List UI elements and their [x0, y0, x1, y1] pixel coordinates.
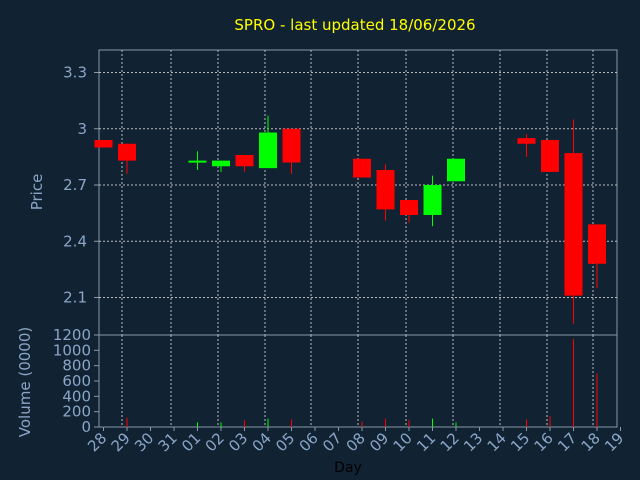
price-tick-label: 2.4 — [63, 232, 87, 250]
candle-body — [564, 153, 583, 296]
x-tick-label: 01 — [178, 429, 204, 455]
candle-body — [259, 132, 277, 169]
candle-body — [94, 140, 113, 148]
volume-tick-label: 400 — [62, 387, 91, 405]
candle-body — [376, 170, 395, 210]
price-panel — [98, 49, 618, 336]
x-tick-label: 17 — [554, 429, 580, 455]
x-tick-label: 12 — [437, 429, 463, 455]
candle-body — [118, 143, 136, 161]
x-tick-label: 09 — [366, 429, 392, 455]
x-tick-label: 16 — [531, 429, 557, 455]
x-tick-label: 31 — [155, 429, 181, 455]
candles — [94, 115, 606, 324]
x-tick-label: 03 — [225, 429, 251, 455]
volume-tick-label: 600 — [62, 372, 91, 390]
x-tick-label: 05 — [272, 429, 298, 455]
volume-tick-label: 0 — [81, 418, 91, 436]
price-axis-label: Price — [28, 174, 46, 211]
x-tick-label: 30 — [131, 429, 157, 455]
price-tick-label: 2.1 — [63, 289, 87, 307]
volume-grid — [121, 335, 594, 427]
candle-body — [400, 200, 418, 215]
x-tick-label: 29 — [108, 429, 134, 455]
x-tick-label: 14 — [484, 429, 510, 455]
candle-body — [212, 160, 230, 167]
candle-body — [423, 185, 442, 215]
x-tick-label: 04 — [249, 429, 275, 455]
x-tick-label: 15 — [507, 429, 533, 455]
chart-title: SPRO - last updated 18/06/2026 — [234, 16, 475, 34]
volume-axis-label: Volume (0000) — [16, 327, 34, 437]
candle-body — [588, 224, 606, 264]
x-tick-label: 11 — [413, 429, 439, 455]
candle-body — [235, 155, 254, 167]
volume-tick-label: 200 — [62, 403, 91, 421]
x-axis-label: Day — [334, 460, 362, 476]
volume-tick-label: 1000 — [53, 341, 91, 359]
x-tick-label: 06 — [296, 429, 322, 455]
price-tick-label: 3 — [77, 120, 87, 138]
x-tick-label: 19 — [601, 429, 627, 455]
x-tick-label: 07 — [319, 429, 345, 455]
x-tick-label: 02 — [202, 429, 228, 455]
candle-body — [447, 158, 465, 182]
x-tick-label: 18 — [578, 429, 604, 455]
x-tick-label: 08 — [343, 429, 369, 455]
candle-body — [541, 140, 559, 172]
candle-body — [188, 160, 207, 163]
price-axis: 2.1 2.4 2.7 3 3.3 — [63, 64, 99, 307]
volume-tick-label: 800 — [62, 357, 91, 375]
x-tick-label: 13 — [460, 429, 486, 455]
candle-body — [517, 138, 536, 144]
x-tick-label: 10 — [390, 429, 416, 455]
price-tick-label: 2.7 — [63, 176, 87, 194]
volume-tick-label: 1200 — [53, 326, 91, 344]
candle-body — [282, 128, 301, 163]
volume-bars — [103, 338, 598, 427]
price-tick-label: 3.3 — [63, 64, 87, 82]
x-axis: 2829303101020304050607080910111213141516… — [84, 427, 627, 455]
candle-body — [353, 158, 371, 178]
price-grid — [99, 50, 617, 335]
